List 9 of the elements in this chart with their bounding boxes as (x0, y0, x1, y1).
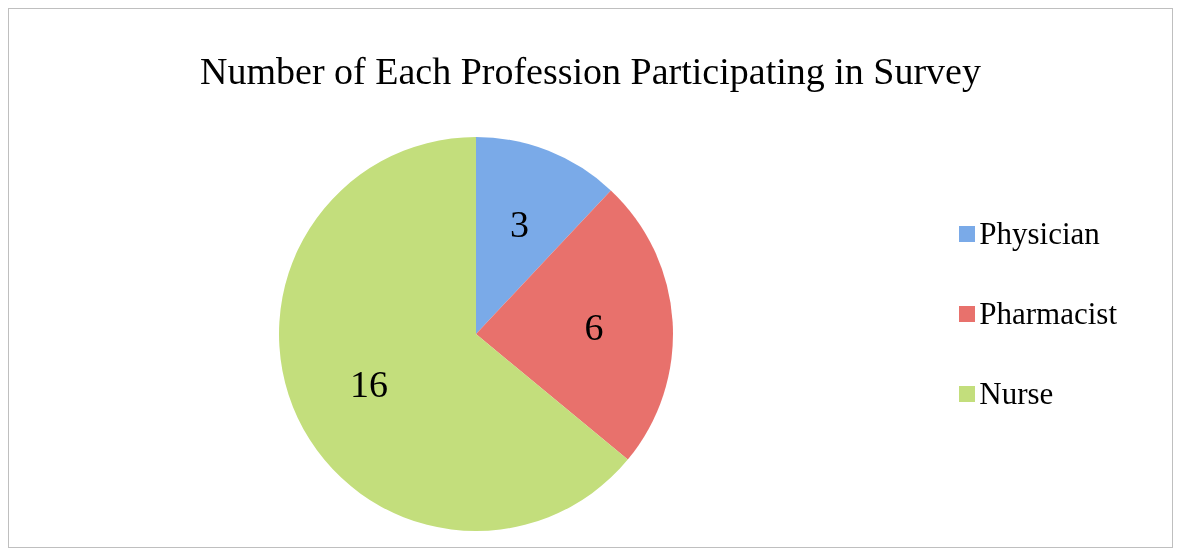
data-label: 6 (584, 305, 604, 348)
data-label: 16 (350, 363, 389, 406)
chart-title: Number of Each Profession Participating in Survey (199, 49, 982, 93)
legend-label: Pharmacist (979, 296, 1117, 332)
data-label: 3 (510, 203, 530, 246)
pie-slice (476, 190, 673, 460)
legend-label: Physician (979, 216, 1100, 252)
pie-slice (279, 137, 628, 531)
legend-label: Nurse (979, 376, 1054, 412)
